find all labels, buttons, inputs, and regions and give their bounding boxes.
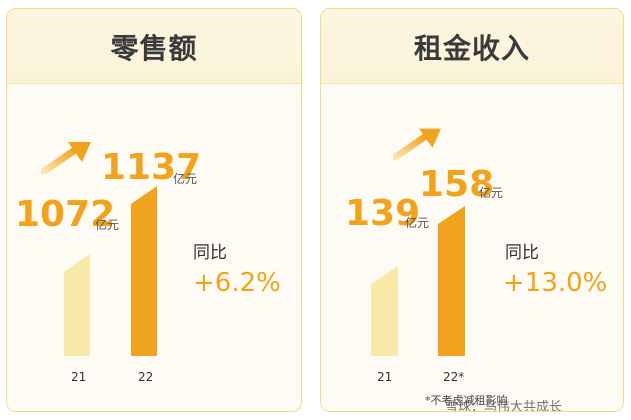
bar-21 — [64, 254, 90, 356]
watermark: 雪球：马伟大共成长 — [445, 400, 563, 412]
yoy-value: +13.0% — [503, 268, 608, 298]
card-header: 零售额 — [7, 9, 301, 84]
footnote: *不考虑减租影响 — [425, 394, 508, 407]
chart-body: 1072 亿元 1137 亿元 同比 +6.2% 21 22 — [7, 84, 301, 411]
yoy-label: 同比 — [505, 243, 539, 263]
unit-label-22: 亿元 — [479, 186, 504, 200]
unit-label-21: 亿元 — [405, 216, 430, 230]
chart-title: 租金收入 — [413, 32, 530, 65]
bar-21 — [371, 266, 398, 356]
chart-title: 零售额 — [110, 32, 198, 65]
category-label-22: 22 — [138, 370, 154, 384]
yoy-label: 同比 — [193, 243, 227, 263]
rental-income-card: 租金收入 139 亿元 158 亿元 同比 +13.0% 21 22* *不考虑… — [320, 8, 624, 412]
chart-body: 139 亿元 158 亿元 同比 +13.0% 21 22* *不考虑减租影响 … — [321, 84, 623, 411]
value-label-21: 139 — [345, 193, 421, 234]
value-label-22: 158 — [419, 164, 495, 205]
bar-22 — [131, 186, 157, 356]
category-label-22: 22* — [443, 370, 465, 384]
yoy-value: +6.2% — [193, 268, 281, 298]
value-label-22: 1137 — [101, 147, 202, 188]
card-header: 租金收入 — [321, 9, 623, 84]
unit-label-22: 亿元 — [173, 172, 198, 186]
category-label-21: 21 — [71, 370, 87, 384]
unit-label-21: 亿元 — [95, 218, 120, 232]
category-label-21: 21 — [377, 370, 393, 384]
up-right-arrow-icon — [393, 128, 442, 160]
up-right-arrow-icon — [41, 142, 91, 174]
bar-22 — [438, 206, 465, 356]
retail-sales-card: 零售额 1072 亿元 1137 亿元 同比 +6.2% 21 22 — [6, 8, 302, 412]
value-label-21: 1072 — [15, 194, 116, 235]
